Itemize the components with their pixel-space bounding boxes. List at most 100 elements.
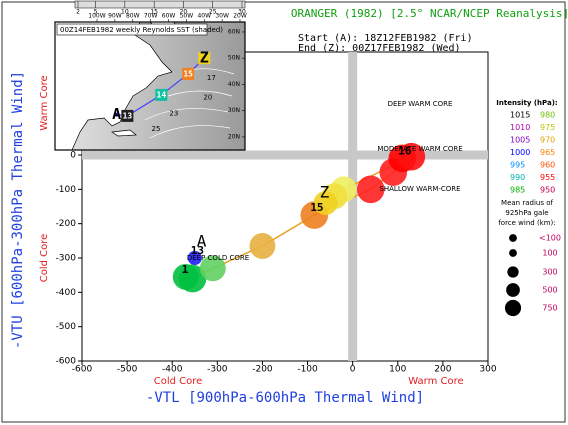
land <box>55 22 173 150</box>
contour <box>144 68 235 139</box>
inset-y-label: 30N <box>228 107 240 114</box>
inset-y-label: 50N <box>228 55 240 62</box>
track-point <box>199 255 226 282</box>
contour-label: 20 <box>203 94 212 102</box>
inset-track-point <box>182 67 195 80</box>
y-cold-core: Cold Core <box>39 234 50 283</box>
quadrant-label: MODERATE WARM CORE <box>377 145 462 153</box>
legend-entry: 995 <box>510 161 525 170</box>
colorbar-label: 30 <box>238 9 246 16</box>
inset-y-label: 40N <box>228 81 240 88</box>
inset-track-point <box>155 88 168 101</box>
end-time: End (Z): 00Z17FEB1982 (Wed) <box>298 43 461 54</box>
x-cold-core: Cold Core <box>154 376 203 387</box>
inset-x-label: 100W <box>88 13 105 20</box>
colorbar-label: 2 <box>76 9 80 16</box>
x-tick-label: -500 <box>117 365 138 375</box>
land <box>111 129 137 137</box>
end-label: Z <box>320 183 330 202</box>
colorbar-label: 25 <box>209 9 217 16</box>
legend-entry: 975 <box>540 123 555 132</box>
colorbar-label: 10 <box>121 9 129 16</box>
inset-x-label: 70W <box>144 13 158 20</box>
track-point <box>178 264 207 293</box>
track-point <box>249 233 276 259</box>
day-label: 15 <box>310 201 323 214</box>
inset-track-label: 15 <box>183 69 193 78</box>
y-tick-label: -400 <box>56 288 77 298</box>
track-point <box>313 191 338 216</box>
start-time: Start (A): 18Z12FEB1982 (Fri) <box>298 33 473 44</box>
x-tick-label: 300 <box>479 365 496 375</box>
inset-x-label: 50W <box>180 13 194 20</box>
quadrant-label: DEEP WARM CORE <box>388 100 453 108</box>
day-label: 13 <box>191 244 204 257</box>
contour-label: 25 <box>152 125 161 133</box>
x-tick-label: 200 <box>434 365 451 375</box>
x-tick-label: -300 <box>207 365 228 375</box>
plot: -600 -500 -400 -300 -200 -100 0 100 200 300-600-5… <box>56 48 497 375</box>
legend-entry: 1010 <box>510 123 530 132</box>
inset-x-label: 60W <box>162 13 176 20</box>
colorbar-label: 15 <box>150 9 158 16</box>
legend-entry: 980 <box>540 111 555 120</box>
inset-track-label: 13 <box>123 111 133 120</box>
quadrant-label: SHALLOW WARM-CORE <box>379 185 460 193</box>
colorbar-label: 20 <box>180 9 188 16</box>
legend-entry: 955 <box>540 173 555 182</box>
x-axis-label: -VTL [900hPa-600hPa Thermal Wind] <box>146 390 424 406</box>
x-tick-label: -400 <box>162 365 183 375</box>
legend-entry: 985 <box>510 186 525 195</box>
x-warm-core: Warm Core <box>408 376 463 387</box>
contour-label: 17 <box>207 74 216 82</box>
colorbar <box>74 0 246 9</box>
inset-y-label: 20N <box>228 133 240 140</box>
inset-track-point <box>198 52 211 65</box>
legend-entry: 990 <box>510 173 525 182</box>
size-legend-title: Mean radius of <box>501 199 553 207</box>
size-legend-dot <box>507 266 519 278</box>
day-label: 16 <box>398 144 412 157</box>
size-legend-label: 500 <box>542 286 557 295</box>
x-tick-label: -200 <box>252 365 273 375</box>
x-tick-label: -600 <box>72 365 93 375</box>
size-legend-label: 100 <box>542 249 557 258</box>
inset-x-label: 40W <box>197 13 211 20</box>
inset-title: 00Z14FEB1982 weekly Reynolds SST (shaded… <box>60 26 223 34</box>
size-legend-dot <box>509 249 517 257</box>
legend-entry: 1005 <box>510 136 530 145</box>
inset-track-label: 14 <box>157 90 167 99</box>
y-tick-label: -500 <box>56 322 77 332</box>
inset-track-label: Z <box>200 49 209 67</box>
legend-entry: 965 <box>540 148 555 157</box>
start-label: A <box>197 232 207 251</box>
track-point <box>356 175 385 204</box>
track-point <box>187 250 202 266</box>
size-legend-label: 300 <box>542 268 557 277</box>
chart-title: ORANGER (1982) [2.5° NCAR/NCEP Reanalysi… <box>291 7 568 20</box>
inset-y-label: 60N <box>228 28 240 35</box>
legend-entry: 1000 <box>510 148 530 157</box>
inset-x-label: 30W <box>215 13 229 20</box>
y-axis-label: -VTU [600hPa-300hPa Thermal Wind] <box>10 71 26 349</box>
size-legend-label: <100 <box>539 234 561 243</box>
y-tick-label: -300 <box>56 254 77 264</box>
size-legend-dot <box>504 299 522 317</box>
legend-entry: 950 <box>540 186 555 195</box>
size-legend-dot <box>506 283 520 297</box>
x-tick-label: 0 <box>350 365 356 375</box>
quadrant-label: DEEP COLD CORE <box>187 254 249 262</box>
y-tick-label: -200 <box>56 219 77 229</box>
inset-x-label: 80W <box>126 13 140 20</box>
inset-track-label: A <box>112 105 121 123</box>
y-warm-core: Warm Core <box>39 75 50 130</box>
size-legend-title: 925hPa gale <box>505 209 548 217</box>
legend-title: Intensity (hPa): <box>496 99 558 107</box>
inset-map: 00Z14FEB1982 weekly Reynolds SST (shaded… <box>54 0 247 151</box>
size-legend-title: force wind (km): <box>498 219 555 227</box>
inset-title-box <box>56 23 208 36</box>
track-point <box>397 142 426 171</box>
colorbar-label: 5 <box>94 9 98 16</box>
inset-frame <box>54 21 246 151</box>
